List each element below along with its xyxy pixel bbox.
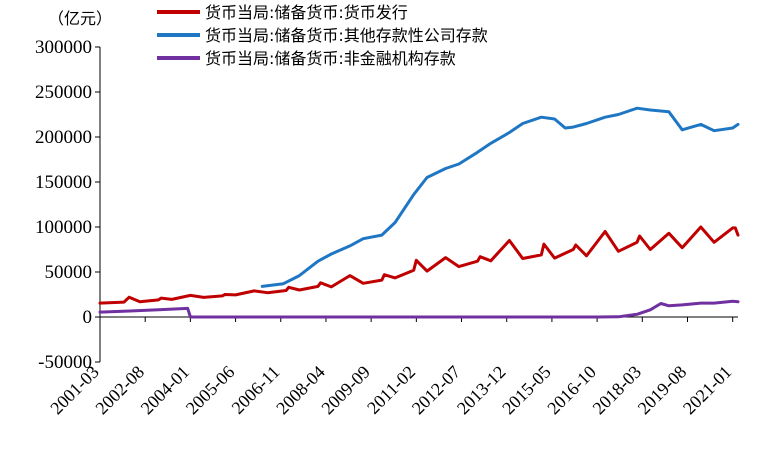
y-tick-label: 150000 (35, 172, 92, 193)
x-tick-label: 2019-08 (634, 362, 691, 419)
x-tick-label: 2002-08 (91, 362, 148, 419)
y-unit-label: （亿元） (48, 9, 112, 28)
legend: 货币当局:储备货币:货币发行货币当局:储备货币:其他存款性公司存款货币当局:储备… (157, 3, 488, 68)
y-tick-label: 50000 (45, 262, 93, 283)
x-tick-label: 2016-10 (543, 362, 600, 419)
legend-label: 货币当局:储备货币:货币发行 (205, 3, 408, 22)
y-tick-label: 100000 (35, 217, 92, 238)
legend-label: 货币当局:储备货币:非金融机构存款 (205, 49, 456, 68)
y-tick-label: 0 (83, 307, 93, 328)
x-tick-label: 2006-11 (228, 362, 284, 418)
x-tick-label: 2011-02 (363, 362, 419, 418)
x-tick-label: 2004-01 (137, 362, 194, 419)
x-axis: 2001-032002-082004-012005-062006-112008-… (46, 316, 738, 419)
legend-label: 货币当局:储备货币:其他存款性公司存款 (205, 26, 488, 45)
plot-area (98, 106, 740, 319)
x-tick-label: 2021-01 (679, 362, 736, 419)
series-line-0 (98, 225, 740, 305)
y-axis: -50000 0 50000 100000 150000 200000 250000 3000… (35, 37, 101, 373)
x-tick-label: 2013-12 (453, 362, 510, 419)
x-tick-label: 2005-06 (182, 362, 239, 419)
series-line-2 (98, 299, 740, 319)
x-tick-label: 2009-09 (317, 362, 374, 419)
x-tick-label: 2018-03 (589, 362, 646, 419)
x-tick-label: 2012-07 (408, 362, 465, 419)
x-tick-label: 2015-05 (498, 362, 555, 419)
y-tick-label: 300000 (35, 37, 92, 58)
y-tick-label: -50000 (38, 352, 92, 373)
y-tick-label: 250000 (35, 82, 92, 103)
y-tick-label: 200000 (35, 127, 92, 148)
x-tick-label: 2008-04 (272, 362, 329, 419)
series-line-1 (260, 106, 740, 288)
